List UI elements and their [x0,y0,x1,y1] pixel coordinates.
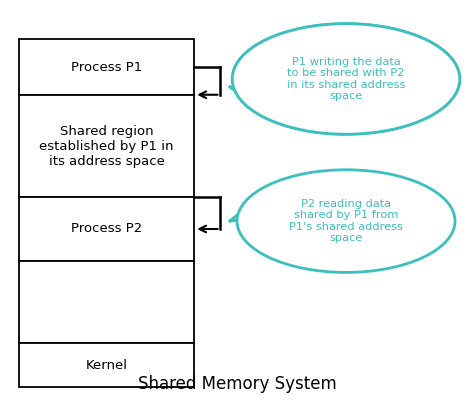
Bar [19,95,194,197]
Polygon shape [230,87,279,120]
Text: Shared Memory System: Shared Memory System [137,375,337,393]
Text: Shared region
established by P1 in
its address space: Shared region established by P1 in its a… [39,125,174,168]
Bar [19,197,194,260]
Text: P1 writing the data
to be shared with P2
in its shared address
space: P1 writing the data to be shared with P2… [287,57,405,101]
Ellipse shape [237,170,455,273]
Text: Process P1: Process P1 [71,60,142,74]
Ellipse shape [232,24,460,134]
Ellipse shape [232,24,460,134]
Polygon shape [230,198,278,221]
Bar [19,39,194,95]
Text: Kernel: Kernel [86,359,128,372]
Text: P2 reading data
shared by P1 from
P1's shared address
space: P2 reading data shared by P1 from P1's s… [289,199,403,244]
Bar [19,260,194,344]
Text: Process P2: Process P2 [71,223,142,236]
Bar [19,344,194,387]
